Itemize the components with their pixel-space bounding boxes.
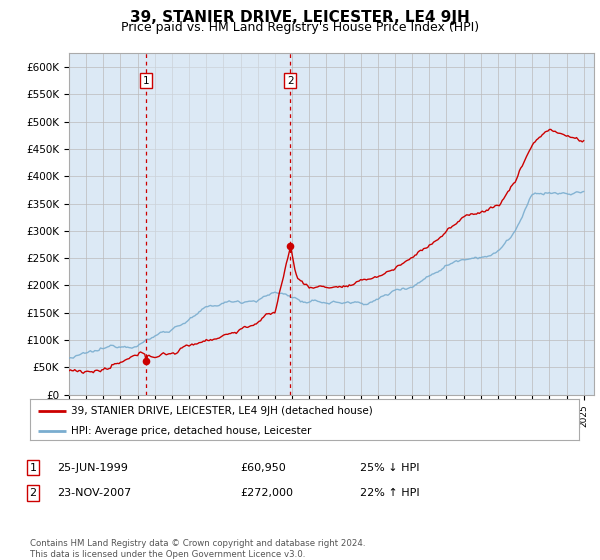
Text: 1: 1 [29,463,37,473]
Text: 25-JUN-1999: 25-JUN-1999 [57,463,128,473]
Text: 1: 1 [143,76,149,86]
Text: HPI: Average price, detached house, Leicester: HPI: Average price, detached house, Leic… [71,426,311,436]
Text: 2: 2 [287,76,293,86]
Text: 22% ↑ HPI: 22% ↑ HPI [360,488,419,498]
Bar [146,53,290,395]
Text: £60,950: £60,950 [240,463,286,473]
Text: Contains HM Land Registry data © Crown copyright and database right 2024.
This d: Contains HM Land Registry data © Crown c… [30,539,365,559]
Text: 23-NOV-2007: 23-NOV-2007 [57,488,131,498]
Text: 25% ↓ HPI: 25% ↓ HPI [360,463,419,473]
Text: 39, STANIER DRIVE, LEICESTER, LE4 9JH (detached house): 39, STANIER DRIVE, LEICESTER, LE4 9JH (d… [71,405,373,416]
Text: £272,000: £272,000 [240,488,293,498]
Text: 2: 2 [29,488,37,498]
Text: 39, STANIER DRIVE, LEICESTER, LE4 9JH: 39, STANIER DRIVE, LEICESTER, LE4 9JH [130,10,470,25]
Text: Price paid vs. HM Land Registry's House Price Index (HPI): Price paid vs. HM Land Registry's House … [121,21,479,34]
